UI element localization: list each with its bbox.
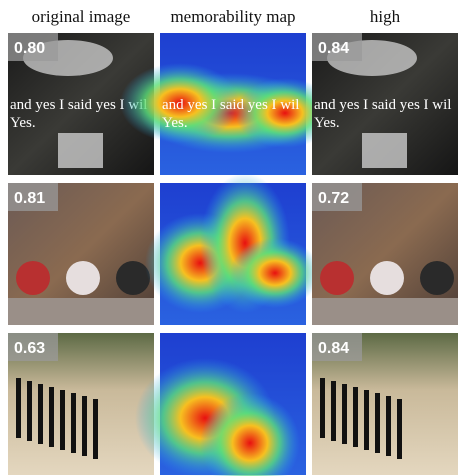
person: [16, 261, 50, 295]
overlay-text: and yes I said yes I wil: [314, 97, 451, 113]
score: 0.81: [14, 190, 45, 207]
image-cell: and yes I said yes I wil Yes. 0.84: [312, 33, 458, 175]
score: 0.84: [318, 40, 349, 57]
stripe: [386, 396, 391, 456]
heat-blob: [230, 238, 320, 308]
image-cell: 0.72: [312, 183, 458, 325]
stripe: [38, 384, 43, 444]
score: 0.84: [318, 340, 349, 357]
shape: [58, 133, 103, 168]
figure: original image memorability map high and ye…: [0, 0, 459, 476]
image-cell: 0.63: [8, 333, 154, 475]
image-cell: 0.81: [8, 183, 154, 325]
stripe: [82, 396, 87, 456]
stripe: [60, 390, 65, 450]
image-cell: [135, 333, 306, 476]
table: [8, 298, 154, 325]
stripe: [331, 381, 336, 441]
stripe: [353, 387, 358, 447]
shape: [362, 133, 407, 168]
stripe: [71, 393, 76, 453]
score: 0.63: [14, 340, 45, 357]
overlay-text: Yes.: [10, 115, 36, 131]
person: [66, 261, 100, 295]
table: [312, 298, 458, 325]
column-header: original image: [32, 7, 131, 26]
stripe: [364, 390, 369, 450]
image-cell: [145, 173, 320, 325]
stripe: [93, 399, 98, 459]
score: 0.72: [318, 190, 349, 207]
person: [420, 261, 454, 295]
person: [116, 261, 150, 295]
person: [370, 261, 404, 295]
overlay-text: Yes.: [162, 115, 188, 131]
score: 0.80: [14, 40, 45, 57]
stripe: [342, 384, 347, 444]
stripe: [27, 381, 32, 441]
stripe: [375, 393, 380, 453]
person: [320, 261, 354, 295]
stripe: [320, 378, 325, 438]
image-cell: 0.84: [312, 333, 458, 475]
stripe: [49, 387, 54, 447]
stripe: [397, 399, 402, 459]
stripe: [16, 378, 21, 438]
column-header: high: [370, 7, 401, 26]
column-header: memorability map: [170, 7, 295, 26]
overlay-text: and yes I said yes I wil: [162, 97, 299, 113]
overlay-text: Yes.: [314, 115, 340, 131]
